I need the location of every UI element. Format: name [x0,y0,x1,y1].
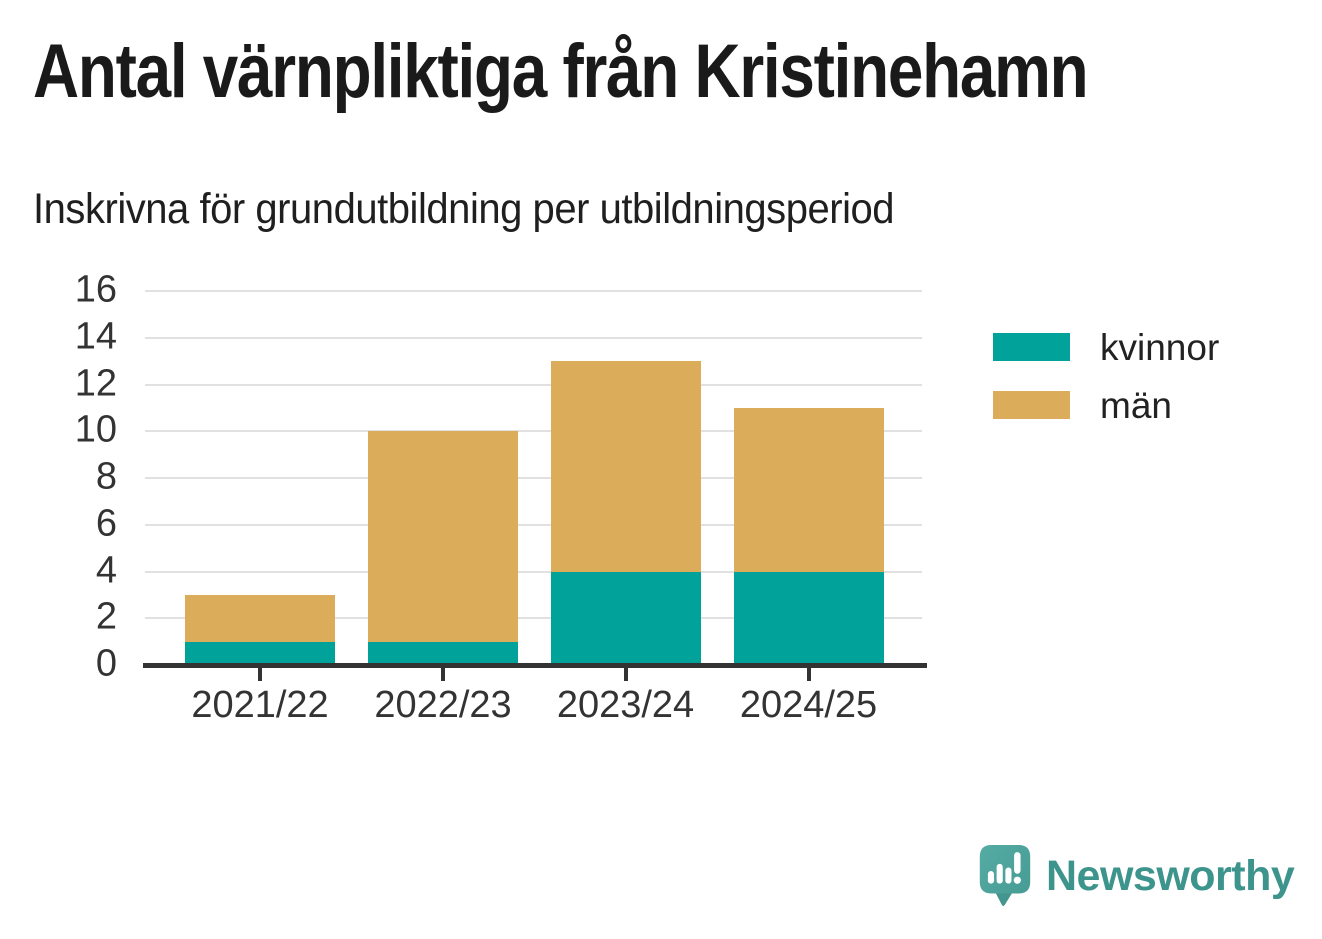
x-axis-label-2021-22: 2021/22 [191,684,329,726]
x-axis-line [143,663,927,668]
legend-item-män: män [993,387,1219,424]
y-axis-label-0: 0 [95,642,117,685]
y-axis-label-6: 6 [95,502,117,545]
brand-name: Newsworthy [1046,851,1295,900]
legend-label-kvinnor: kvinnor [1100,326,1220,368]
legend: kvinnor män [993,329,1219,424]
bar-2022-23-män [368,431,518,642]
chart-title: Antal värnpliktiga från Kristinehamn [33,29,1089,114]
legend-swatch-män [993,391,1070,419]
y-axis-label-8: 8 [95,455,117,498]
gridline-2 [145,617,922,620]
gridline-4 [145,570,922,573]
bar-2023-24-män [550,361,701,572]
bar-2022-23-kvinnor [368,641,518,665]
newsworthy-logo-icon [979,844,1031,906]
x-axis-label-2022-23: 2022/23 [374,684,512,726]
gridline-16 [145,290,922,292]
bar-2024-25-kvinnor [733,571,884,665]
gridline-6 [145,523,922,526]
legend-label-män: män [1100,384,1172,426]
gridline-14 [145,336,922,339]
gridline-8 [145,477,922,479]
bar-2021-22-män [185,594,335,642]
y-axis-label-12: 12 [74,361,117,404]
y-axis-label-16: 16 [74,268,117,311]
x-axis-tick-2023-24 [623,668,628,681]
bar-2024-25-män [733,407,884,572]
gridline-12 [145,383,922,386]
x-axis-label-2023-24: 2023/24 [556,684,695,726]
x-axis-tick-2022-23 [441,668,445,681]
y-axis-label-10: 10 [74,408,117,451]
brand-footer: Newsworthy [978,843,1295,909]
x-axis-tick-2024-25 [806,668,811,681]
bar-2023-24-kvinnor [550,571,701,665]
legend-item-kvinnor: kvinnor [993,329,1219,366]
chart-subtitle: Inskrivna för grundutbildning per utbild… [33,185,895,233]
legend-swatch-kvinnor [993,333,1070,361]
bar-2021-22-kvinnor [185,641,335,665]
y-axis-label-14: 14 [74,315,117,358]
y-axis-label-2: 2 [95,595,117,638]
gridline-10 [145,430,922,433]
x-axis-tick-2021-22 [258,668,262,681]
x-axis-label-2024-25: 2024/25 [739,684,878,726]
y-axis-label-4: 4 [95,548,117,591]
